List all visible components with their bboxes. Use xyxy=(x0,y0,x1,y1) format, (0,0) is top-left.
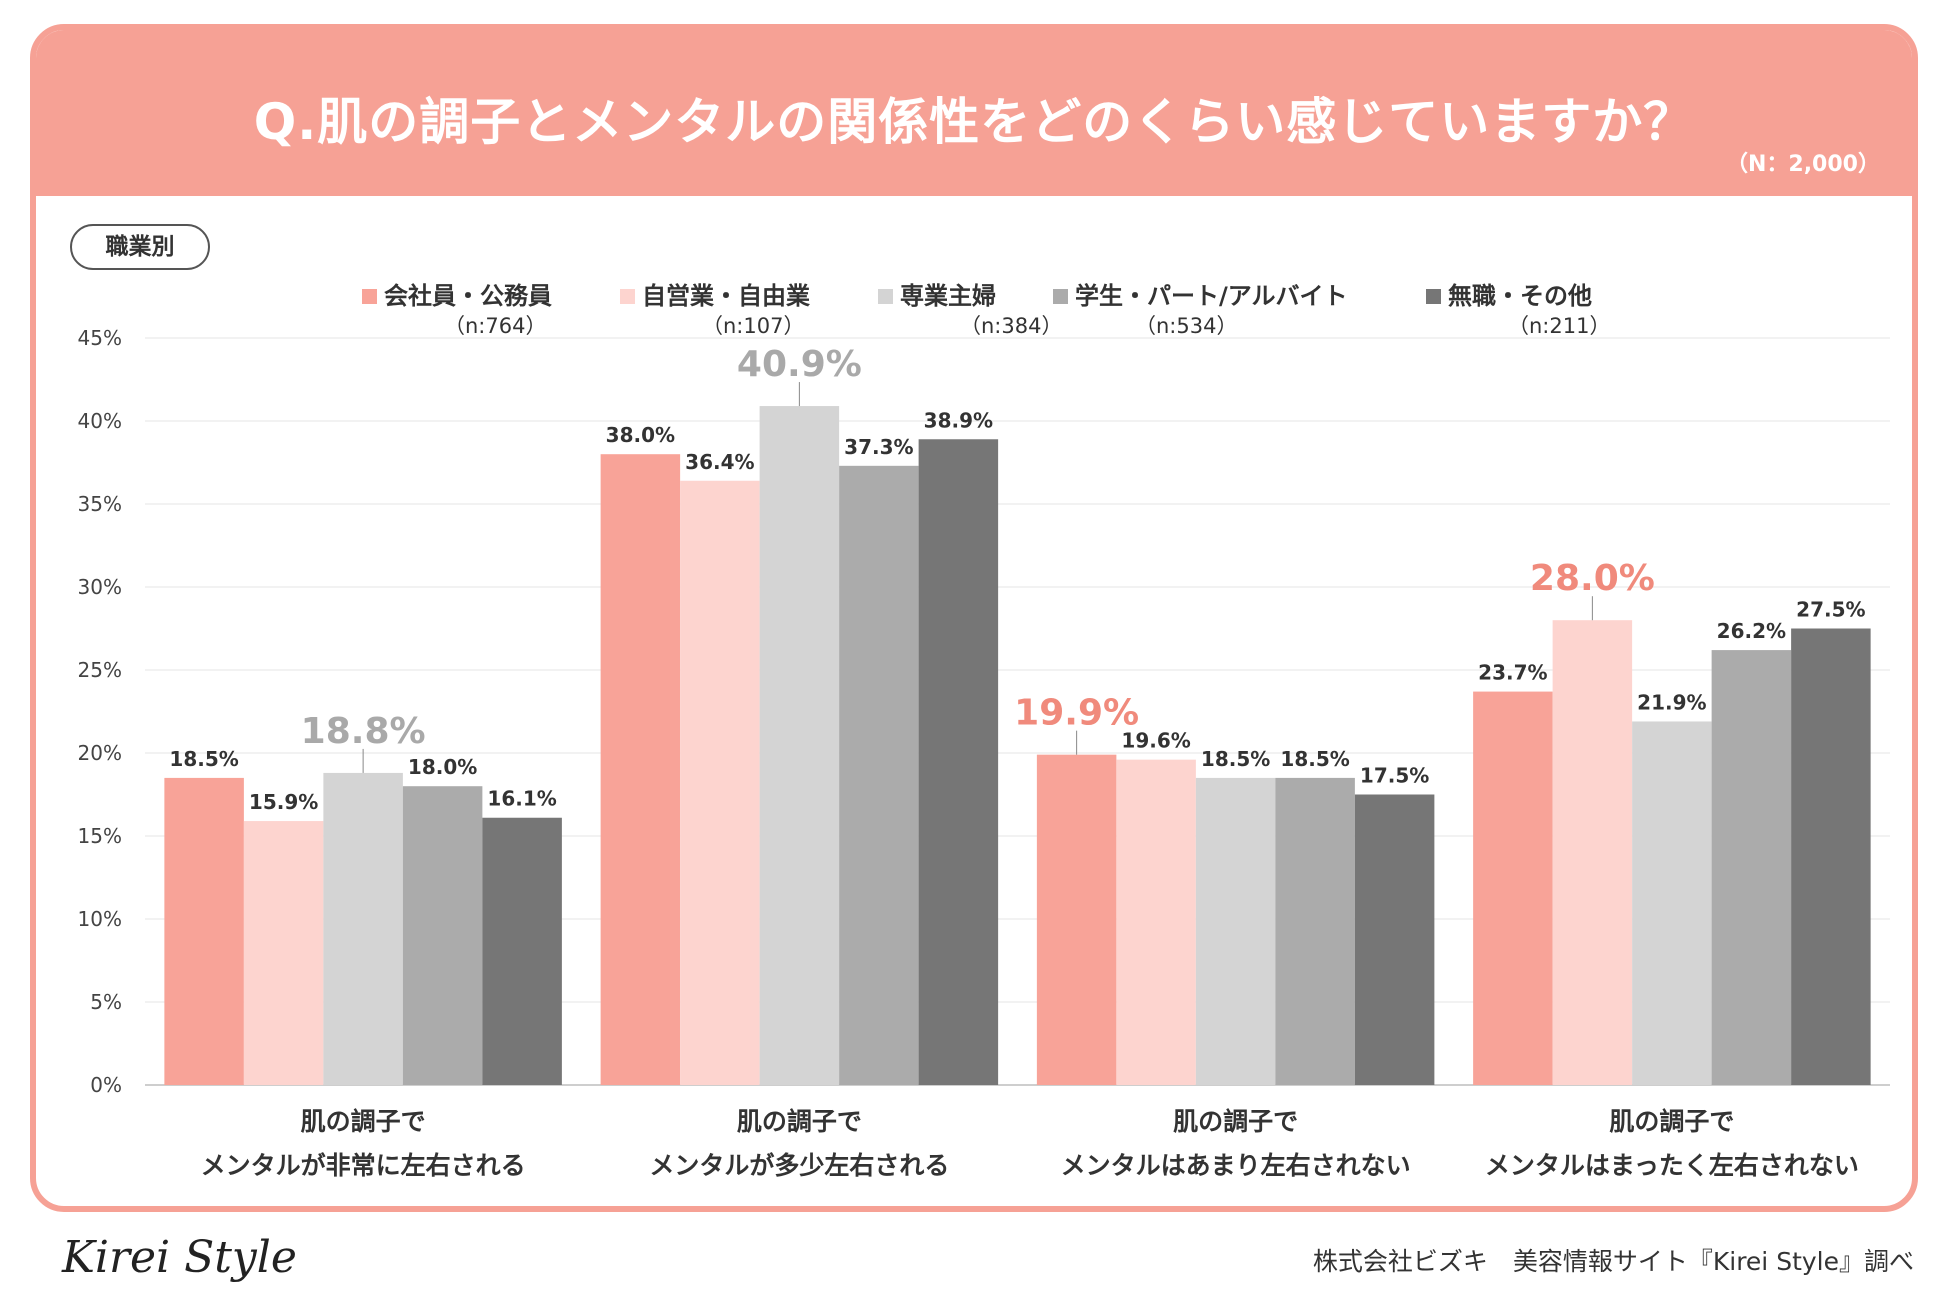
legend-label: 会社員・公務員 xyxy=(384,282,552,310)
bar-value-label-highlight: 40.9% xyxy=(737,344,862,385)
y-tick-label: 20% xyxy=(78,741,122,765)
bar xyxy=(164,777,244,1085)
bar-value-label: 38.0% xyxy=(606,423,675,447)
category-label: メンタルはあまり左右されない xyxy=(1061,1151,1411,1180)
segment-label: 職業別 xyxy=(70,224,210,270)
legend-sample-size: （n:107） xyxy=(702,314,804,338)
category-label: メンタルはまったく左右されない xyxy=(1485,1151,1859,1180)
y-tick-label: 0% xyxy=(90,1073,122,1097)
legend-label: 自営業・自由業 xyxy=(642,282,810,310)
bar-value-label: 15.9% xyxy=(249,790,318,814)
bar xyxy=(1791,628,1871,1085)
category-label: メンタルが非常に左右される xyxy=(201,1151,526,1180)
page-title: Q.肌の調子とメンタルの関係性をどのくらい感じていますか？ xyxy=(253,93,1695,151)
sample-size: （N：2,000） xyxy=(1725,152,1880,177)
bar-value-label: 16.1% xyxy=(487,787,556,811)
bar xyxy=(1632,721,1712,1085)
bar-value-label: 26.2% xyxy=(1717,619,1786,643)
y-tick-label: 5% xyxy=(90,990,122,1014)
bar xyxy=(1116,759,1196,1085)
bar-value-label: 37.3% xyxy=(844,435,913,459)
legend-swatch xyxy=(1426,289,1441,304)
category-label: 肌の調子で xyxy=(737,1107,862,1136)
legend-label: 無職・その他 xyxy=(1448,282,1592,310)
legend-swatch xyxy=(362,289,377,304)
bar xyxy=(600,454,681,1085)
bar-value-label: 38.9% xyxy=(924,408,993,432)
title-banner: Q.肌の調子とメンタルの関係性をどのくらい感じていますか？ （N：2,000） xyxy=(36,30,1912,196)
y-tick-label: 40% xyxy=(78,409,122,433)
bar-value-label-highlight: 28.0% xyxy=(1530,558,1655,599)
bar-value-label: 18.5% xyxy=(169,747,238,771)
category-label: 肌の調子で xyxy=(1173,1107,1298,1136)
bar-value-label: 21.9% xyxy=(1637,690,1706,714)
legend-swatch xyxy=(878,289,893,304)
bar xyxy=(323,772,403,1085)
kirei-style-logo: Kirei Style xyxy=(62,1232,297,1283)
legend-sample-size: （n:534） xyxy=(1135,314,1237,338)
bar xyxy=(1473,691,1553,1085)
y-tick-label: 35% xyxy=(78,492,122,516)
bar xyxy=(1552,620,1633,1085)
bar xyxy=(1036,754,1117,1085)
legend-sample-size: （n:764） xyxy=(444,314,546,338)
bar-value-label: 23.7% xyxy=(1478,661,1547,685)
bar xyxy=(1354,794,1435,1085)
bar-value-label: 27.5% xyxy=(1796,598,1865,622)
bar xyxy=(680,480,760,1085)
y-tick-label: 15% xyxy=(78,824,122,848)
bar-value-label: 18.5% xyxy=(1280,747,1349,771)
y-tick-label: 45% xyxy=(78,326,122,350)
bar xyxy=(759,406,840,1085)
bar-value-label-highlight: 18.8% xyxy=(301,711,426,752)
bar-value-label: 19.6% xyxy=(1121,729,1190,753)
category-label: 肌の調子で xyxy=(1609,1107,1734,1136)
legend-label: 学生・パート/アルバイト xyxy=(1075,282,1348,310)
bar-value-label-highlight: 19.9% xyxy=(1014,693,1139,734)
bar-value-label: 17.5% xyxy=(1360,764,1429,788)
category-label: 肌の調子で xyxy=(301,1107,426,1136)
source-credit: 株式会社ビズキ 美容情報サイト『Kirei Style』調べ xyxy=(1312,1247,1914,1276)
bar-value-label: 36.4% xyxy=(685,450,754,474)
bar xyxy=(1275,777,1355,1085)
legend-sample-size: （n:384） xyxy=(960,314,1062,338)
legend-swatch xyxy=(1053,289,1068,304)
legend-swatch xyxy=(620,289,635,304)
bar-value-label: 18.0% xyxy=(408,755,477,779)
bar xyxy=(918,439,999,1085)
bar xyxy=(243,821,324,1085)
bar xyxy=(839,465,919,1085)
y-tick-label: 10% xyxy=(78,907,122,931)
category-label: メンタルが多少左右される xyxy=(649,1151,949,1180)
bar xyxy=(482,817,562,1085)
bar xyxy=(1711,650,1792,1085)
y-tick-label: 25% xyxy=(78,658,122,682)
bar-value-label: 18.5% xyxy=(1201,747,1270,771)
legend-label: 専業主婦 xyxy=(900,282,996,310)
bar xyxy=(1195,777,1276,1085)
legend-sample-size: （n:211） xyxy=(1508,314,1610,338)
bar xyxy=(402,786,483,1085)
y-tick-label: 30% xyxy=(78,575,122,599)
